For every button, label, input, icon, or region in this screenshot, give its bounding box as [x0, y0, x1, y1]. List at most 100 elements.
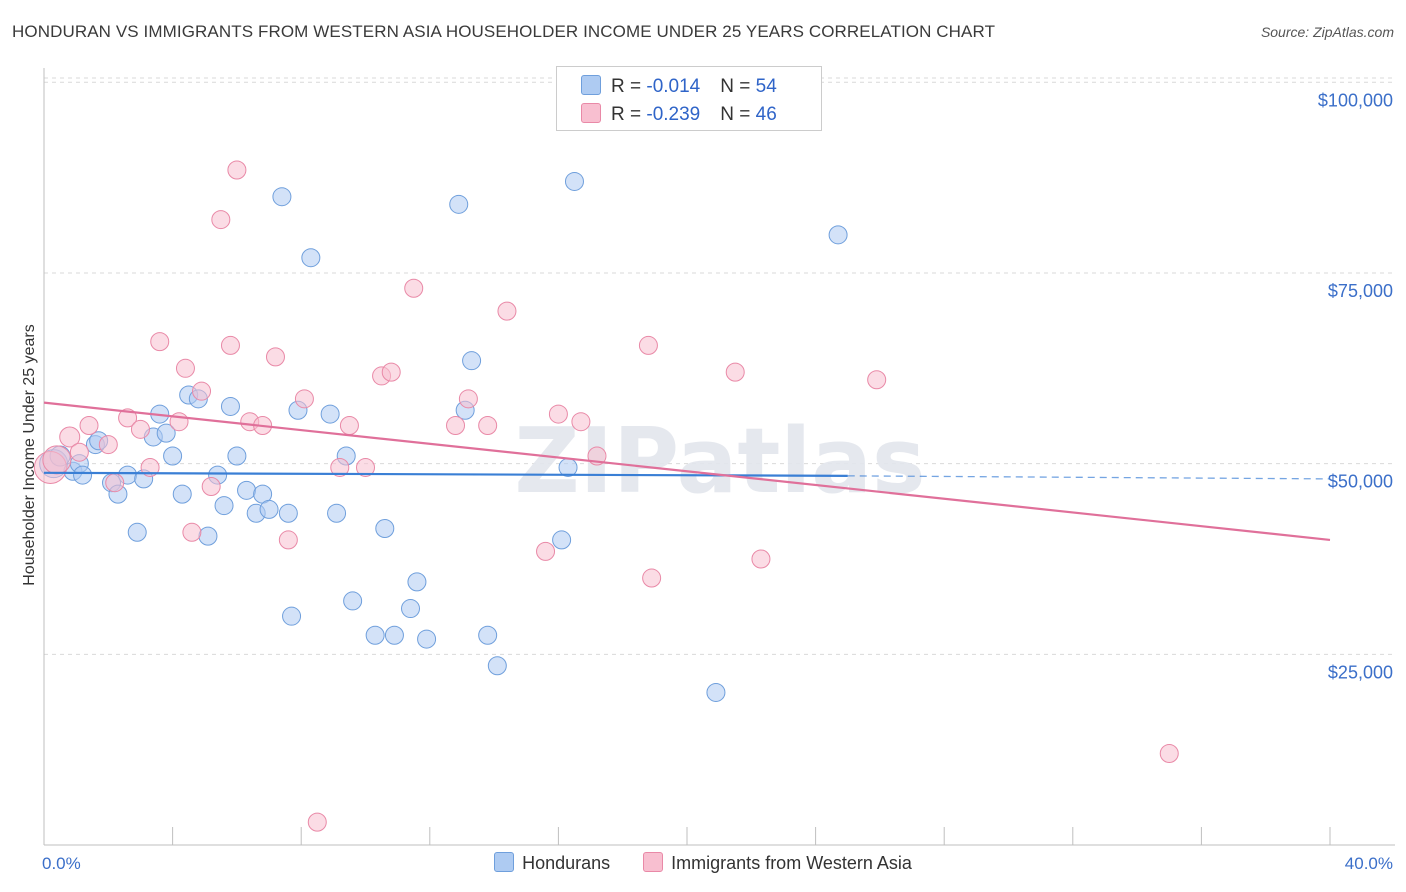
legend-item-western-asia: Immigrants from Western Asia — [643, 852, 912, 874]
legend-n-label: N = — [720, 76, 756, 97]
data-point-hondurans — [73, 465, 93, 485]
data-point-western-asia — [69, 442, 89, 462]
data-point-western-asia — [182, 522, 202, 542]
data-point-hondurans — [407, 572, 427, 592]
legend-swatch-pink — [643, 852, 664, 872]
y-tick-label: $50,000 — [1328, 472, 1393, 492]
data-point-hondurans — [320, 404, 340, 424]
data-point-western-asia — [548, 404, 568, 424]
data-point-western-asia — [98, 435, 118, 455]
data-point-hondurans — [401, 599, 421, 619]
legend-swatch-blue — [494, 852, 515, 872]
axes — [43, 68, 1395, 846]
data-point-western-asia — [220, 335, 240, 355]
trend-lines — [43, 401, 1331, 542]
data-point-western-asia — [130, 419, 150, 439]
data-point-western-asia — [356, 457, 375, 477]
data-point-western-asia — [105, 473, 125, 493]
data-point-hondurans — [282, 606, 302, 626]
data-point-western-asia — [458, 389, 478, 409]
series-legend: Hondurans Immigrants from Western Asia — [0, 852, 1406, 874]
correlation-legend: R = -0.014 N = 54 R = -0.239 N = 46 — [556, 66, 822, 131]
legend-swatch-pink — [581, 103, 601, 123]
data-points — [33, 160, 1179, 832]
data-point-western-asia — [642, 568, 662, 588]
data-point-western-asia — [725, 362, 745, 382]
legend-r-value: -0.239 — [646, 104, 701, 125]
legend-swatch-blue — [581, 75, 601, 95]
data-point-hondurans — [163, 446, 183, 466]
data-point-hondurans — [462, 351, 482, 371]
trend-line-hondurans — [43, 471, 848, 477]
y-tick-label: $25,000 — [1328, 662, 1393, 682]
data-point-western-asia — [478, 416, 498, 436]
data-point-hondurans — [278, 503, 298, 523]
data-point-hondurans — [828, 225, 848, 245]
legend-label: Hondurans — [522, 853, 611, 873]
trend-line-hondurans-extension — [847, 475, 1331, 480]
gridlines — [44, 77, 1395, 655]
tick-labels: $25,000 $50,000 $75,000 $100,000 0.0% 40.0% — [42, 90, 1393, 873]
data-point-hondurans — [375, 518, 395, 538]
trend-line-western-asia — [43, 401, 1331, 542]
data-point-western-asia — [192, 381, 212, 401]
data-point-western-asia — [118, 408, 138, 428]
data-point-western-asia — [638, 335, 658, 355]
legend-r-label: R = — [611, 76, 647, 97]
data-point-western-asia — [497, 301, 517, 321]
legend-r-label: R = — [611, 104, 647, 125]
data-point-western-asia — [294, 389, 314, 409]
data-point-hondurans — [552, 530, 572, 550]
data-point-hondurans — [227, 446, 247, 466]
data-point-western-asia — [339, 416, 359, 436]
data-point-western-asia — [59, 426, 81, 448]
data-point-hondurans — [449, 194, 469, 214]
legend-n-value: 46 — [755, 104, 777, 125]
data-point-western-asia — [536, 541, 556, 561]
legend-item-hondurans: Hondurans — [494, 852, 610, 874]
data-point-hondurans — [327, 503, 347, 523]
data-point-western-asia — [175, 358, 195, 378]
data-point-hondurans — [384, 625, 404, 645]
data-point-hondurans — [156, 423, 176, 443]
data-point-hondurans — [198, 526, 218, 546]
data-point-hondurans — [127, 522, 147, 542]
data-point-western-asia — [79, 416, 99, 436]
data-point-hondurans — [214, 496, 234, 516]
legend-r-value: -0.014 — [646, 76, 701, 97]
data-point-western-asia — [150, 332, 170, 352]
y-tick-label: $100,000 — [1318, 90, 1393, 110]
data-point-western-asia — [211, 210, 231, 230]
data-point-western-asia — [42, 445, 72, 475]
x-tick-label-min: 0.0% — [42, 854, 81, 873]
data-point-hondurans — [259, 499, 279, 519]
data-point-western-asia — [140, 457, 160, 477]
data-point-western-asia — [278, 530, 298, 550]
data-point-western-asia — [404, 278, 424, 298]
data-point-western-asia — [867, 370, 887, 390]
data-point-western-asia — [446, 416, 466, 436]
data-point-western-asia — [751, 549, 771, 569]
legend-label: Immigrants from Western Asia — [671, 853, 912, 873]
data-point-hondurans — [237, 480, 257, 500]
data-point-hondurans — [365, 625, 385, 645]
data-point-western-asia — [227, 160, 247, 180]
data-point-western-asia — [201, 477, 221, 497]
data-point-western-asia — [571, 412, 591, 432]
data-point-western-asia — [1159, 743, 1179, 763]
data-point-hondurans — [301, 248, 321, 268]
legend-n-value: 54 — [755, 76, 777, 97]
data-point-hondurans — [417, 629, 437, 649]
data-point-hondurans — [220, 396, 240, 416]
x-tick-label-max: 40.0% — [1345, 854, 1393, 873]
data-point-hondurans — [272, 187, 292, 207]
legend-n-label: N = — [720, 104, 756, 125]
source-label: Source: ZipAtlas.com — [1260, 24, 1394, 40]
data-point-hondurans — [487, 656, 507, 676]
data-point-western-asia — [307, 812, 327, 832]
legend-row-western-asia: R = -0.239 N = 46 — [581, 103, 777, 125]
chart-title: HONDURAN VS IMMIGRANTS FROM WESTERN ASIA… — [12, 22, 996, 41]
data-point-hondurans — [172, 484, 192, 504]
y-tick-label: $75,000 — [1328, 281, 1393, 301]
